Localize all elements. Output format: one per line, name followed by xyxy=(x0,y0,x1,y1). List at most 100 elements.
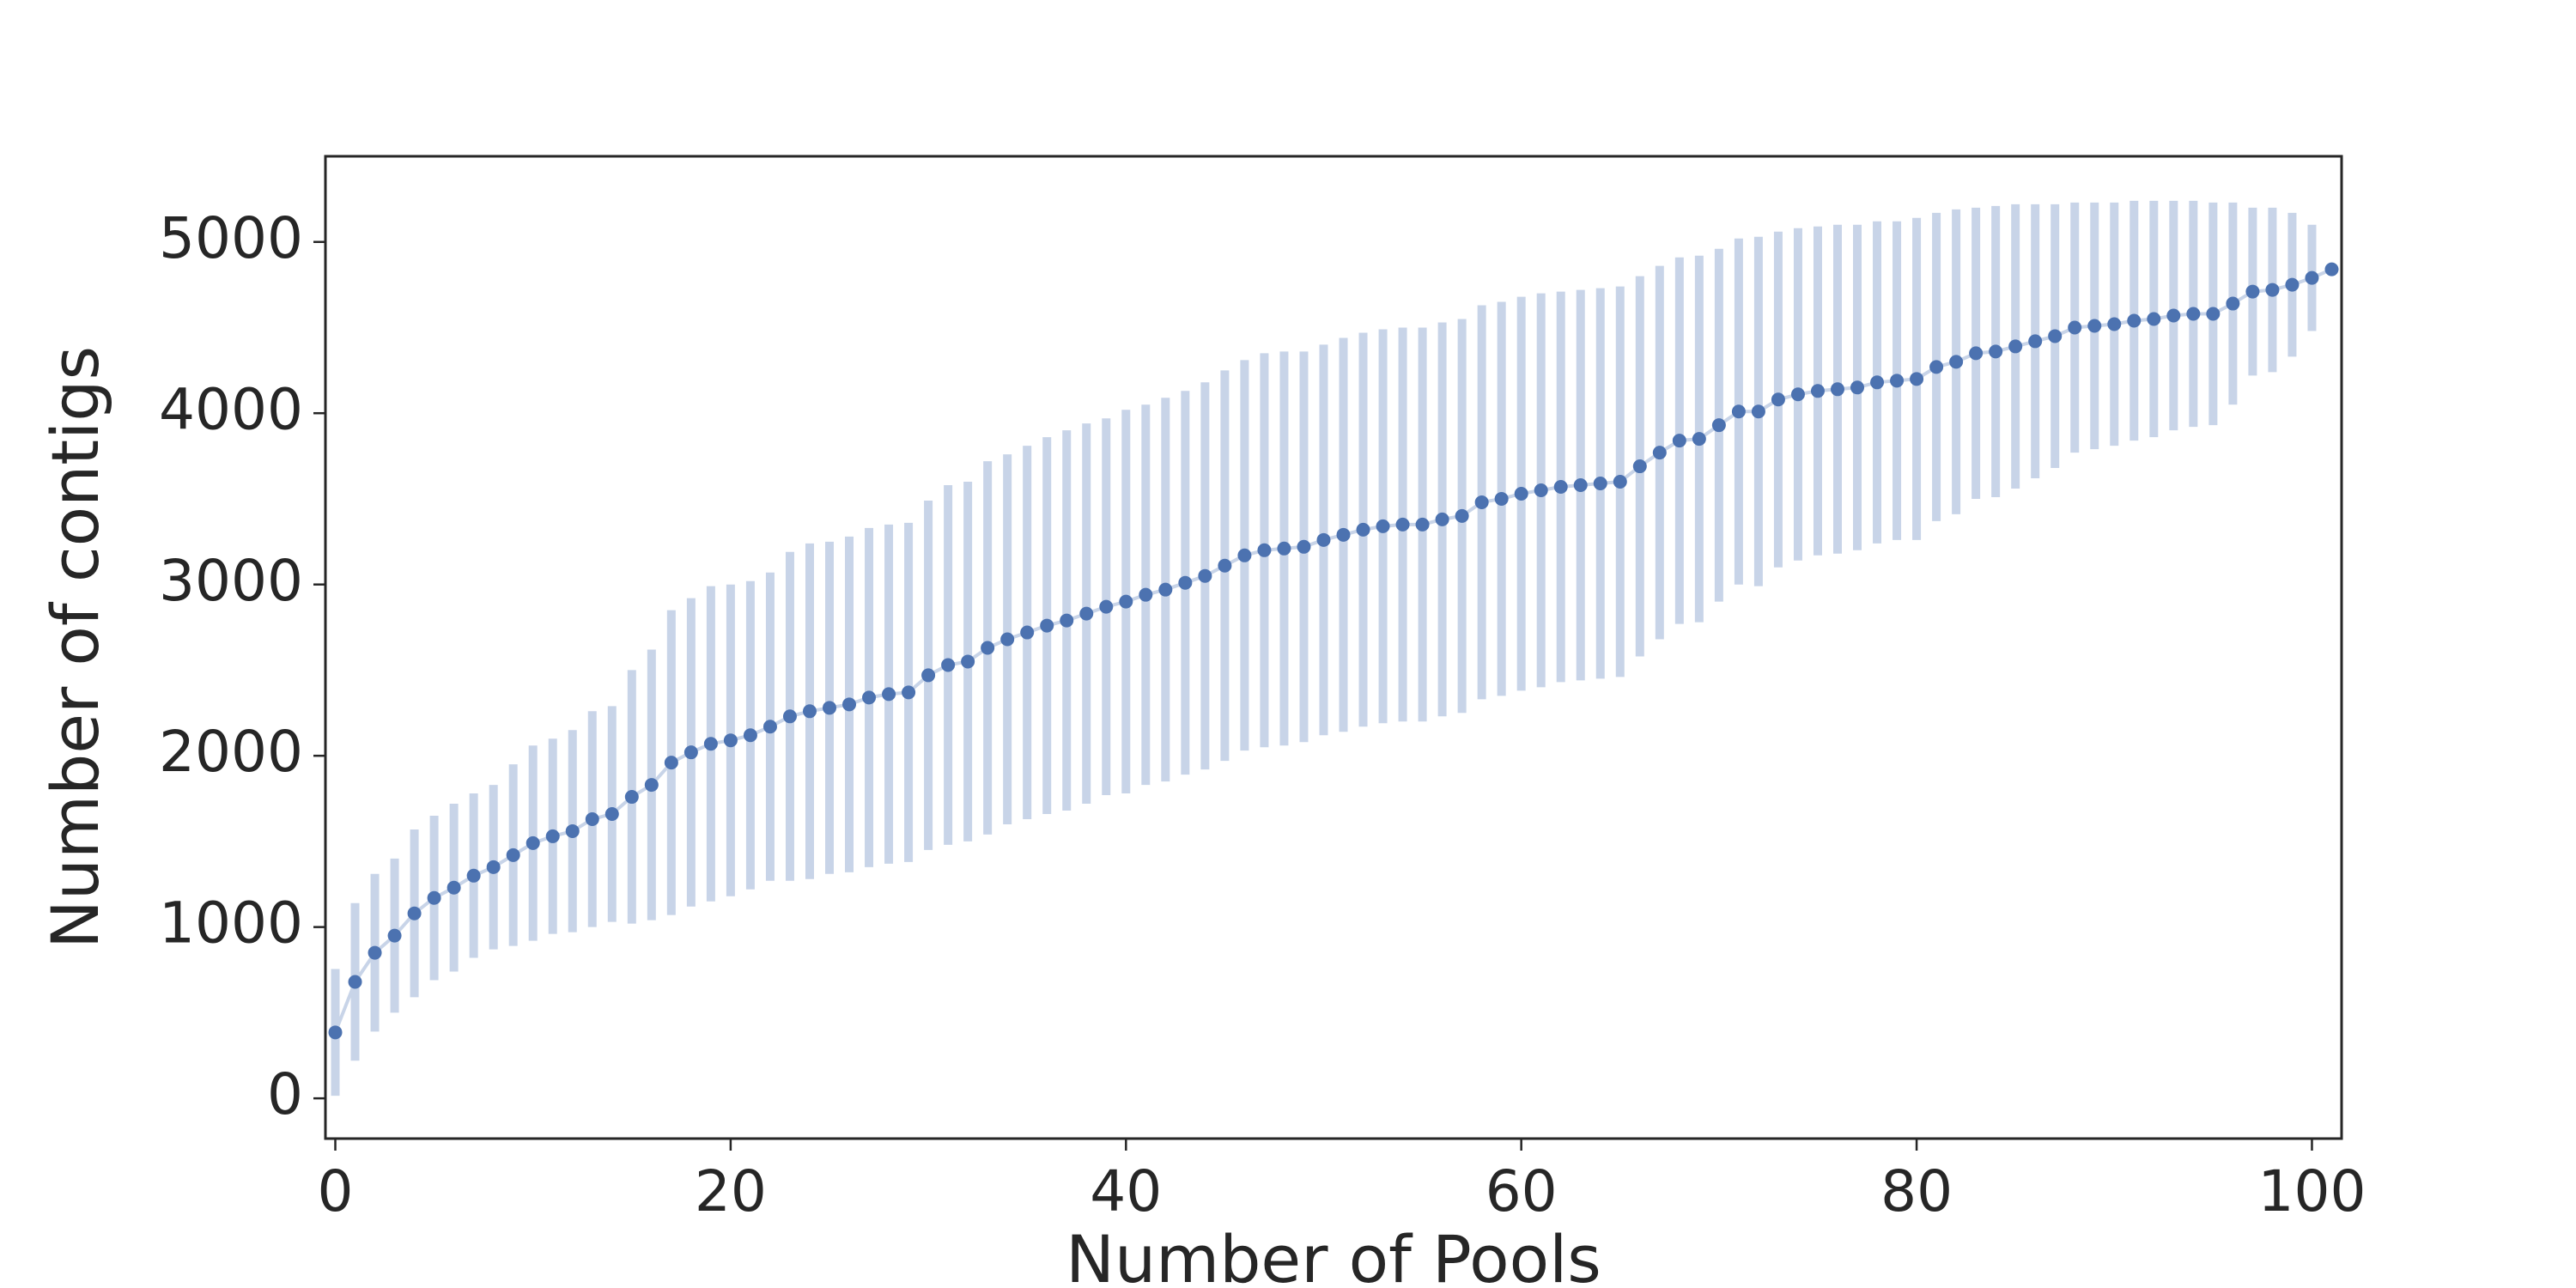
point xyxy=(328,1025,343,1040)
point xyxy=(842,697,857,712)
point xyxy=(802,704,817,719)
x-tick-label: 100 xyxy=(2257,1158,2366,1224)
point xyxy=(1494,491,1509,506)
point xyxy=(1139,587,1153,602)
point xyxy=(823,701,836,715)
point xyxy=(2186,307,2201,321)
point xyxy=(2285,277,2300,292)
point xyxy=(1613,475,1627,489)
point xyxy=(2305,270,2319,285)
point xyxy=(2008,339,2023,354)
point xyxy=(1237,548,1252,562)
point xyxy=(981,641,995,655)
point xyxy=(1810,384,1825,398)
point xyxy=(1060,613,1074,628)
point xyxy=(1731,404,1746,419)
point xyxy=(1790,387,1805,402)
point xyxy=(1593,477,1607,491)
point xyxy=(1771,392,1785,407)
point xyxy=(1000,632,1015,647)
point xyxy=(387,928,402,943)
point xyxy=(1415,517,1430,532)
point xyxy=(1652,446,1667,460)
point xyxy=(605,806,619,821)
point xyxy=(2107,317,2122,331)
point xyxy=(2048,329,2063,343)
point xyxy=(1969,346,1984,361)
y-tick-label: 5000 xyxy=(159,205,303,271)
point xyxy=(1218,558,1232,573)
point xyxy=(1316,532,1331,547)
point xyxy=(624,790,639,805)
point xyxy=(2245,284,2260,299)
point xyxy=(1356,522,1370,537)
point xyxy=(2127,313,2142,328)
point xyxy=(585,811,599,826)
point xyxy=(1514,486,1528,501)
point xyxy=(1910,372,1924,386)
point xyxy=(1632,459,1647,474)
point xyxy=(407,906,422,920)
point xyxy=(782,709,797,724)
point xyxy=(1376,519,1390,533)
point xyxy=(506,848,520,862)
point xyxy=(902,685,916,700)
point xyxy=(1692,432,1706,447)
x-tick-label: 20 xyxy=(695,1158,767,1224)
point xyxy=(1989,344,2003,359)
point xyxy=(1099,599,1114,614)
point xyxy=(1040,618,1054,633)
point xyxy=(644,778,659,793)
y-tick-label: 0 xyxy=(267,1061,303,1127)
point xyxy=(1277,541,1291,556)
y-axis-label: Number of contigs xyxy=(37,346,113,949)
x-tick-label: 40 xyxy=(1090,1158,1162,1224)
point xyxy=(664,756,678,770)
point xyxy=(2324,262,2339,276)
y-tick-label: 1000 xyxy=(159,890,303,957)
point xyxy=(2226,296,2240,311)
point xyxy=(2265,283,2280,297)
point xyxy=(2087,319,2102,333)
point xyxy=(1455,508,1469,523)
x-tick-label: 0 xyxy=(318,1158,354,1224)
point xyxy=(1336,527,1351,542)
x-axis-label: Number of Pools xyxy=(1066,1221,1601,1288)
point xyxy=(1870,375,1885,390)
point xyxy=(1831,382,1844,397)
plot-frame xyxy=(324,155,2343,1140)
point xyxy=(1850,380,1865,395)
point xyxy=(348,975,362,989)
point xyxy=(1020,625,1035,640)
point xyxy=(703,737,718,751)
y-tick-label: 2000 xyxy=(159,719,303,785)
point xyxy=(1474,495,1489,509)
point xyxy=(1395,517,1410,532)
y-tick-label: 4000 xyxy=(159,376,303,442)
point xyxy=(1178,575,1193,590)
x-tick-label: 80 xyxy=(1880,1158,1953,1224)
point xyxy=(941,658,956,672)
point xyxy=(1672,434,1686,448)
point xyxy=(2166,308,2181,323)
point xyxy=(862,690,877,705)
point xyxy=(1297,539,1311,554)
point xyxy=(2068,320,2082,335)
point xyxy=(743,728,757,743)
point xyxy=(2028,334,2043,349)
point xyxy=(486,860,501,874)
point xyxy=(1553,479,1568,494)
point xyxy=(1573,477,1588,492)
point xyxy=(427,890,441,905)
point xyxy=(447,880,461,895)
point xyxy=(545,829,560,843)
point xyxy=(723,733,738,748)
point xyxy=(1890,374,1905,388)
point xyxy=(1119,594,1133,609)
point xyxy=(2206,307,2221,321)
point xyxy=(565,823,580,838)
point xyxy=(1751,404,1765,419)
point xyxy=(1198,568,1212,583)
point xyxy=(921,668,936,683)
